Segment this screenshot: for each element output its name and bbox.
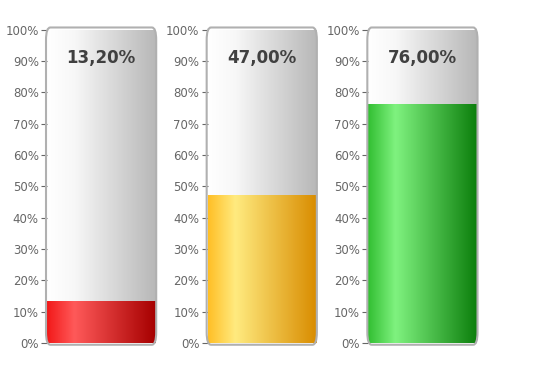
Text: 13,20%: 13,20% bbox=[66, 49, 136, 67]
Text: 47,00%: 47,00% bbox=[227, 49, 296, 67]
Text: 76,00%: 76,00% bbox=[388, 49, 457, 67]
